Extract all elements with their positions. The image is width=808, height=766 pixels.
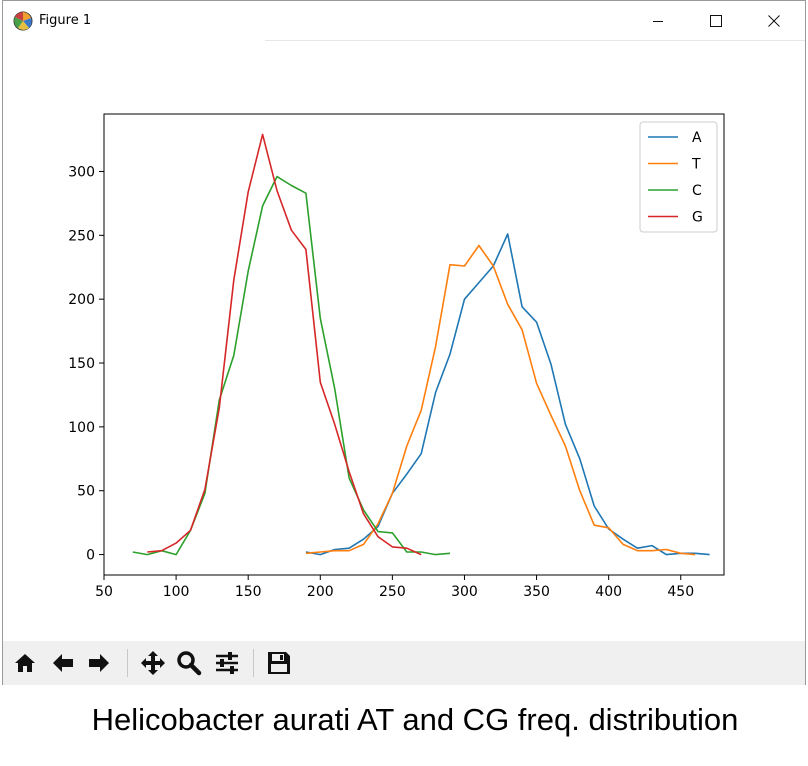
x-tick-label: 100 bbox=[163, 584, 190, 600]
plot-area[interactable]: 50 100 150 200 250 300 350 400 450 0 50 100 150 200 25… bbox=[3, 41, 805, 641]
y-tick-label: 100 bbox=[68, 420, 95, 436]
figure-window: Figure 1 50 100 150 200 250 300 350 400 450 0 50 10… bbox=[2, 0, 806, 685]
x-tick-label: 200 bbox=[307, 584, 334, 600]
close-icon bbox=[768, 15, 780, 27]
title-bar: Figure 1 bbox=[3, 1, 805, 41]
legend-label-C: C bbox=[692, 183, 702, 199]
x-tick-label: 150 bbox=[235, 584, 262, 600]
figure-caption: Helicobacter aurati AT and CG freq. dist… bbox=[91, 702, 739, 737]
x-tick-label: 450 bbox=[667, 584, 694, 600]
x-tick-label: 250 bbox=[379, 584, 406, 600]
legend-box bbox=[639, 121, 718, 233]
configure-subplots-button[interactable] bbox=[211, 647, 243, 679]
series-line-C bbox=[132, 175, 451, 556]
legend-label-T: T bbox=[691, 157, 701, 173]
back-button[interactable] bbox=[47, 647, 79, 679]
series-line-G bbox=[147, 133, 422, 556]
title-divider bbox=[265, 40, 805, 41]
maximize-button[interactable] bbox=[687, 1, 745, 41]
magnifier-icon bbox=[177, 651, 202, 676]
x-tick-label: 300 bbox=[451, 584, 478, 600]
y-tick-label: 50 bbox=[77, 484, 95, 500]
save-button[interactable] bbox=[263, 647, 295, 679]
window-title: Figure 1 bbox=[39, 13, 92, 28]
close-button[interactable] bbox=[745, 1, 803, 41]
sliders-icon bbox=[216, 652, 238, 674]
y-tick-label: 150 bbox=[68, 356, 95, 372]
legend-label-A: A bbox=[692, 130, 702, 146]
matplotlib-logo-icon bbox=[12, 10, 34, 32]
zoom-button[interactable] bbox=[173, 647, 205, 679]
maximize-icon bbox=[710, 15, 722, 27]
home-icon bbox=[15, 654, 35, 672]
legend-label-G: G bbox=[692, 210, 703, 226]
y-tick-label: 200 bbox=[68, 292, 95, 308]
toolbar-separator bbox=[127, 649, 128, 677]
y-tick-label: 250 bbox=[68, 228, 95, 244]
pan-button[interactable] bbox=[137, 647, 169, 679]
axes-frame bbox=[103, 113, 725, 576]
toolbar-separator bbox=[253, 649, 254, 677]
y-tick-label: 300 bbox=[68, 164, 95, 180]
forward-button[interactable] bbox=[83, 647, 115, 679]
x-tick-label: 350 bbox=[523, 584, 550, 600]
y-tick-label: 0 bbox=[86, 548, 95, 564]
move-icon bbox=[141, 651, 165, 675]
minimize-button[interactable] bbox=[629, 1, 687, 41]
floppy-disk-icon bbox=[268, 652, 290, 674]
x-tick-label: 50 bbox=[95, 584, 113, 600]
navigation-toolbar bbox=[3, 641, 805, 685]
arrow-right-icon bbox=[89, 654, 109, 672]
x-tick-label: 400 bbox=[595, 584, 622, 600]
series-line-T bbox=[305, 244, 696, 556]
line-chart[interactable]: 50 100 150 200 250 300 350 400 450 0 50 100 150 200 25… bbox=[3, 41, 805, 641]
minimize-icon bbox=[653, 21, 663, 22]
arrow-left-icon bbox=[53, 654, 73, 672]
home-button[interactable] bbox=[9, 647, 41, 679]
